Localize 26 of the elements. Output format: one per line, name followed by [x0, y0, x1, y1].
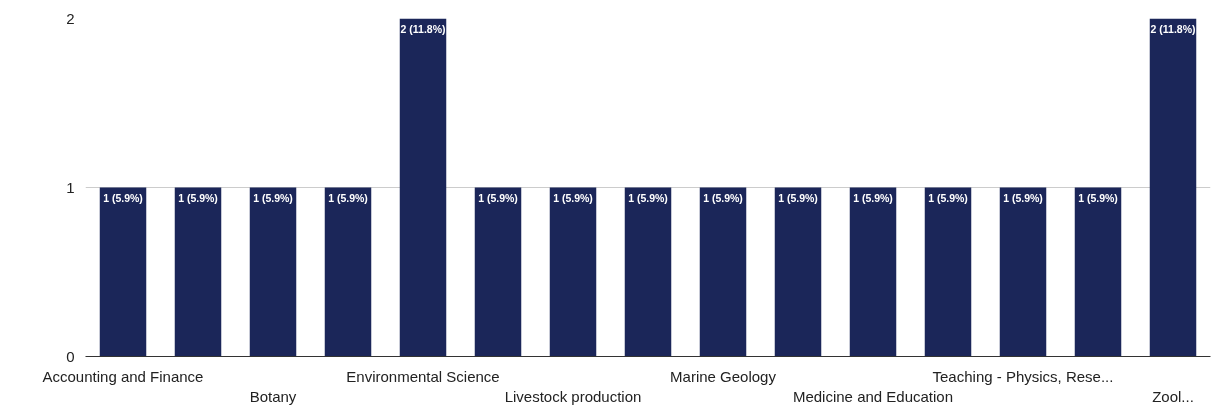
- data-label: 1 (5.9%): [553, 191, 593, 204]
- x-tick-label: Medicine and Education: [792, 387, 954, 405]
- data-label: 1 (5.9%): [928, 191, 968, 204]
- data-label: 1 (5.9%): [1003, 191, 1043, 204]
- y-tick-label: 0: [66, 347, 75, 365]
- data-label: 1 (5.9%): [853, 191, 893, 204]
- x-tick-label: Livestock production: [504, 387, 642, 405]
- data-label: 1 (5.9%): [103, 191, 143, 204]
- data-label: 1 (5.9%): [478, 191, 518, 204]
- data-label: 1 (5.9%): [253, 191, 293, 204]
- data-label: 1 (5.9%): [328, 191, 368, 204]
- x-tick-label: Botany: [249, 387, 297, 405]
- data-label: 2 (11.8%): [400, 22, 446, 35]
- data-label: 1 (5.9%): [778, 191, 818, 204]
- data-label: 1 (5.9%): [703, 191, 743, 204]
- data-label: 1 (5.9%): [628, 191, 668, 204]
- data-label: 1 (5.9%): [178, 191, 218, 204]
- x-tick-label: Environmental Science: [346, 367, 500, 385]
- data-label: 1 (5.9%): [1078, 191, 1118, 204]
- y-tick-label: 2: [66, 9, 75, 27]
- x-tick-label: Zool...: [1152, 387, 1194, 405]
- x-tick-label: Marine Geology: [670, 367, 777, 385]
- x-tick-label: Accounting and Finance: [42, 367, 204, 385]
- x-tick-label: Teaching - Physics, Rese...: [932, 367, 1114, 385]
- data-label: 2 (11.8%): [1150, 22, 1196, 35]
- y-tick-label: 1: [66, 178, 75, 196]
